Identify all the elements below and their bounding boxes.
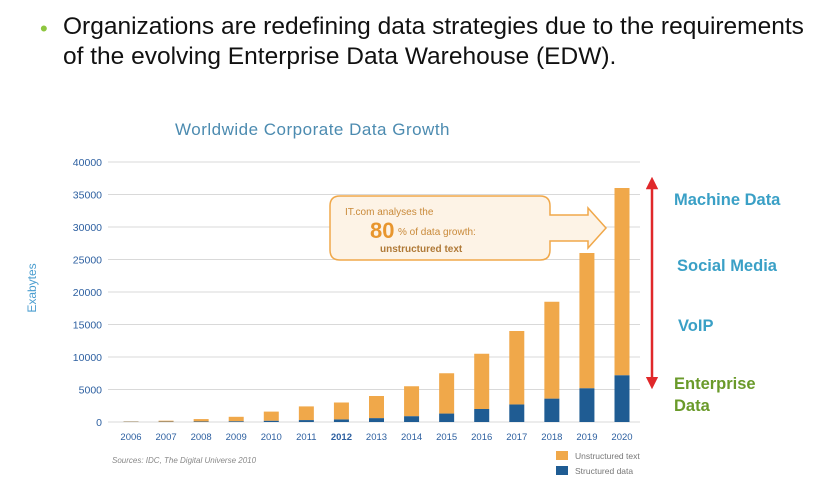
bar-structured-2010 — [263, 420, 279, 422]
bar-unstructured-2008 — [193, 419, 209, 422]
bar-structured-2019 — [579, 388, 595, 422]
x-tick-label: 2020 — [611, 432, 632, 443]
annotation-percent: 80 — [370, 218, 394, 243]
x-tick-label: 2017 — [506, 432, 527, 443]
bar-unstructured-2007 — [158, 420, 174, 422]
bar-structured-2012 — [333, 419, 349, 422]
chart-title: Worldwide Corporate Data Growth — [175, 120, 450, 139]
chart-legend: Unstructured text Structured data — [556, 451, 640, 476]
y-tick-label: 40000 — [73, 157, 102, 169]
bar-unstructured-2014 — [404, 386, 420, 417]
bar-structured-2009 — [228, 421, 244, 422]
y-tick-label: 10000 — [73, 352, 102, 364]
x-tick-label: 2013 — [366, 432, 387, 443]
x-tick-label: 2009 — [226, 432, 247, 443]
category-enterprise-data: Enterprise Data — [674, 373, 756, 417]
bar-structured-2016 — [474, 409, 490, 422]
y-axis-label: Exabytes — [25, 263, 39, 312]
legend-label-structured: Structured data — [575, 466, 633, 476]
category-enterprise-line1: Enterprise — [674, 375, 756, 393]
annotation-line1: IT.com analyses the — [345, 207, 434, 218]
bar-series — [123, 188, 630, 422]
bar-structured-2020 — [614, 375, 630, 422]
bar-structured-2017 — [509, 404, 525, 422]
bar-unstructured-2019 — [579, 253, 595, 389]
chart-source: Sources: IDC, The Digital Universe 2010 — [112, 456, 257, 465]
bar-structured-2008 — [193, 421, 209, 422]
x-tick-label: 2014 — [401, 432, 422, 443]
legend-swatch-structured — [556, 466, 568, 475]
annotation-line2: % of data growth: — [398, 227, 476, 238]
category-voip: VoIP — [678, 317, 714, 335]
y-tick-label: 0 — [96, 417, 102, 429]
x-tick-label: 2016 — [471, 432, 492, 443]
x-axis-ticks: 2006 2007 2008 2009 2010 2011 2012 2013 2014 2015… — [120, 432, 632, 443]
bar-unstructured-2015 — [439, 373, 455, 414]
x-tick-label: 2008 — [191, 432, 212, 443]
y-tick-label: 5000 — [79, 385, 103, 397]
y-tick-label: 35000 — [73, 190, 102, 202]
x-tick-label: 2006 — [120, 432, 141, 443]
bar-structured-2014 — [404, 416, 420, 422]
bar-unstructured-2013 — [369, 396, 384, 419]
category-social-media: Social Media — [677, 257, 777, 275]
bar-structured-2013 — [369, 418, 384, 422]
y-tick-label: 25000 — [73, 255, 102, 267]
bar-unstructured-2020 — [614, 188, 630, 376]
x-tick-label: 2011 — [296, 432, 316, 443]
y-axis-ticks: 0 5000 10000 15000 20000 25000 30000 35000 40000 — [73, 157, 102, 429]
bar-structured-2015 — [439, 413, 455, 422]
bar-unstructured-2009 — [228, 416, 244, 422]
annotation-callout: IT.com analyses the 80 % of data growth:… — [329, 195, 608, 261]
bar-unstructured-2011 — [298, 406, 314, 421]
bar-unstructured-2012 — [333, 402, 349, 420]
y-tick-label: 15000 — [73, 320, 102, 332]
bar-unstructured-2017 — [509, 331, 525, 405]
x-tick-label: 2018 — [541, 432, 562, 443]
legend-swatch-unstructured — [556, 451, 568, 460]
y-tick-label: 30000 — [73, 222, 102, 234]
y-tick-label: 20000 — [73, 287, 102, 299]
annotation-arrow-box — [329, 195, 608, 261]
x-tick-label: 2007 — [156, 432, 177, 443]
annotation-line3: unstructured text — [380, 244, 463, 255]
bar-structured-2018 — [544, 398, 560, 422]
x-tick-label: 2019 — [576, 432, 597, 443]
x-tick-label: 2012 — [331, 432, 352, 443]
bullet-text: Organizations are redefining data strate… — [63, 13, 804, 70]
x-tick-label: 2010 — [261, 432, 282, 443]
bar-unstructured-2010 — [263, 411, 279, 421]
x-tick-label: 2015 — [436, 432, 457, 443]
category-machine-data: Machine Data — [674, 191, 781, 209]
category-enterprise-line2: Data — [674, 397, 710, 415]
bullet-dot-icon: • — [40, 16, 48, 41]
legend-label-unstructured: Unstructured text — [575, 451, 640, 461]
bar-unstructured-2016 — [474, 353, 490, 409]
bar-unstructured-2018 — [544, 301, 560, 399]
bar-structured-2011 — [298, 420, 314, 422]
